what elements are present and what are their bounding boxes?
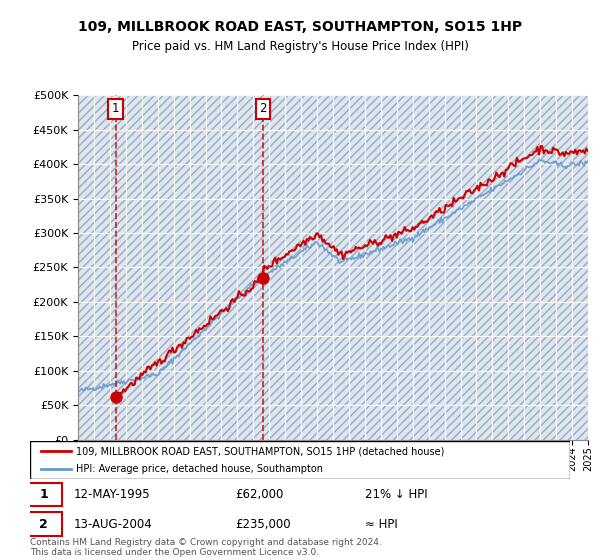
Text: 2: 2 <box>39 517 48 530</box>
Text: Price paid vs. HM Land Registry's House Price Index (HPI): Price paid vs. HM Land Registry's House … <box>131 40 469 53</box>
Text: ≈ HPI: ≈ HPI <box>365 517 398 530</box>
Text: 109, MILLBROOK ROAD EAST, SOUTHAMPTON, SO15 1HP (detached house): 109, MILLBROOK ROAD EAST, SOUTHAMPTON, S… <box>76 446 444 456</box>
FancyBboxPatch shape <box>25 483 62 506</box>
Text: 13-AUG-2004: 13-AUG-2004 <box>73 517 152 530</box>
Text: £62,000: £62,000 <box>235 488 284 501</box>
Text: 1: 1 <box>112 102 119 115</box>
Text: £235,000: £235,000 <box>235 517 291 530</box>
Text: HPI: Average price, detached house, Southampton: HPI: Average price, detached house, Sout… <box>76 464 323 474</box>
Text: Contains HM Land Registry data © Crown copyright and database right 2024.
This d: Contains HM Land Registry data © Crown c… <box>30 538 382 557</box>
Text: 2: 2 <box>259 102 267 115</box>
Text: 109, MILLBROOK ROAD EAST, SOUTHAMPTON, SO15 1HP: 109, MILLBROOK ROAD EAST, SOUTHAMPTON, S… <box>78 20 522 34</box>
Text: 12-MAY-1995: 12-MAY-1995 <box>73 488 150 501</box>
Text: 21% ↓ HPI: 21% ↓ HPI <box>365 488 427 501</box>
FancyBboxPatch shape <box>30 441 570 479</box>
FancyBboxPatch shape <box>25 512 62 536</box>
Text: 1: 1 <box>39 488 48 501</box>
